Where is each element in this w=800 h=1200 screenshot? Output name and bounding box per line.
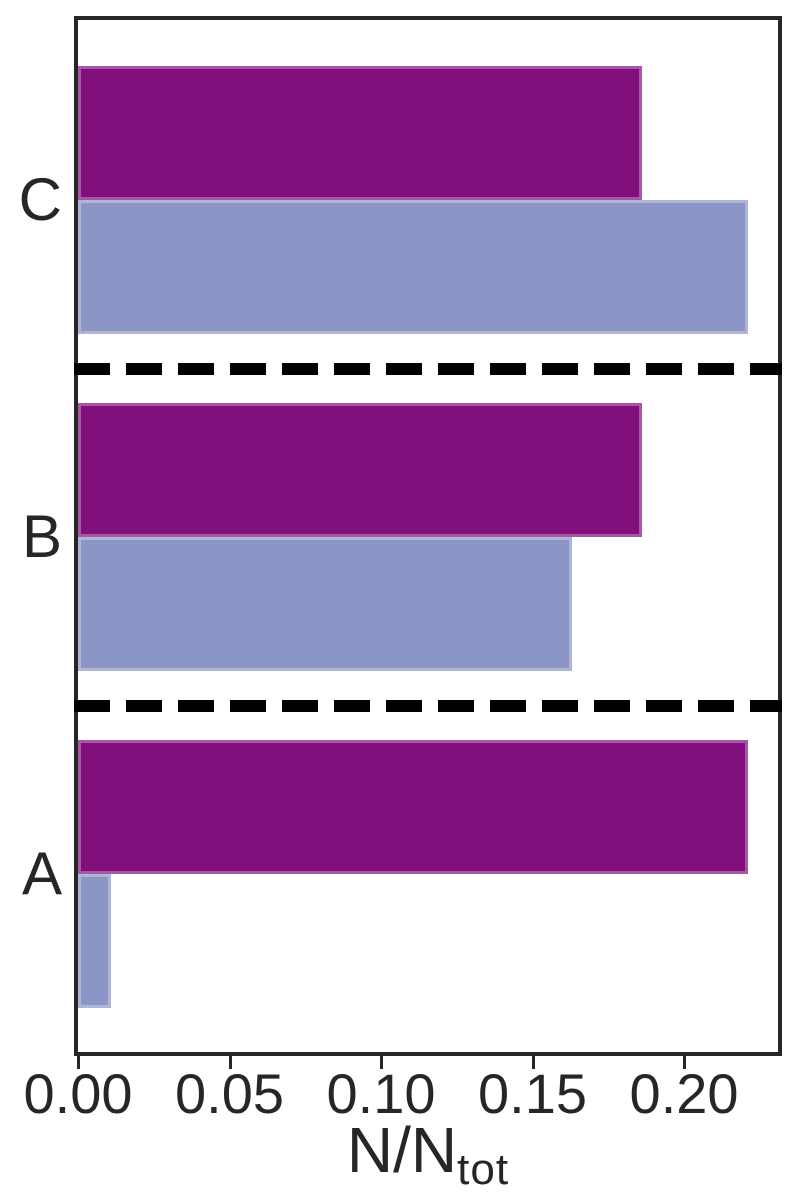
y-axis-label-a: A	[21, 840, 62, 907]
x-tick-label: 0.10	[326, 1062, 436, 1125]
x-tick	[531, 1056, 535, 1069]
bar-c-periwinkle-blue	[78, 200, 748, 334]
x-tick	[683, 1056, 687, 1069]
x-tick-label: 0.05	[175, 1062, 284, 1125]
bar-a-dark-magenta-purple	[78, 740, 748, 874]
bar-b-periwinkle-blue	[78, 537, 572, 671]
x-axis-label-main: N/N	[346, 1114, 458, 1186]
x-axis-label: N/Ntot	[74, 1118, 782, 1192]
group-separator	[74, 362, 782, 375]
x-tick	[77, 1056, 80, 1069]
x-tick-label: 0.20	[629, 1062, 739, 1125]
y-axis-label-b: B	[21, 503, 62, 570]
bar-c-dark-magenta-purple	[78, 66, 642, 200]
y-axis-label-c: C	[18, 166, 62, 233]
x-tick-label: 0.15	[478, 1062, 588, 1125]
x-tick-label: 0.00	[23, 1062, 133, 1125]
x-axis-label-subscript: tot	[457, 1145, 510, 1194]
x-tick	[380, 1056, 384, 1069]
bar-b-dark-magenta-purple	[78, 403, 642, 537]
bar-a-periwinkle-blue	[78, 874, 111, 1008]
x-tick	[228, 1056, 232, 1069]
group-separator	[74, 699, 782, 712]
